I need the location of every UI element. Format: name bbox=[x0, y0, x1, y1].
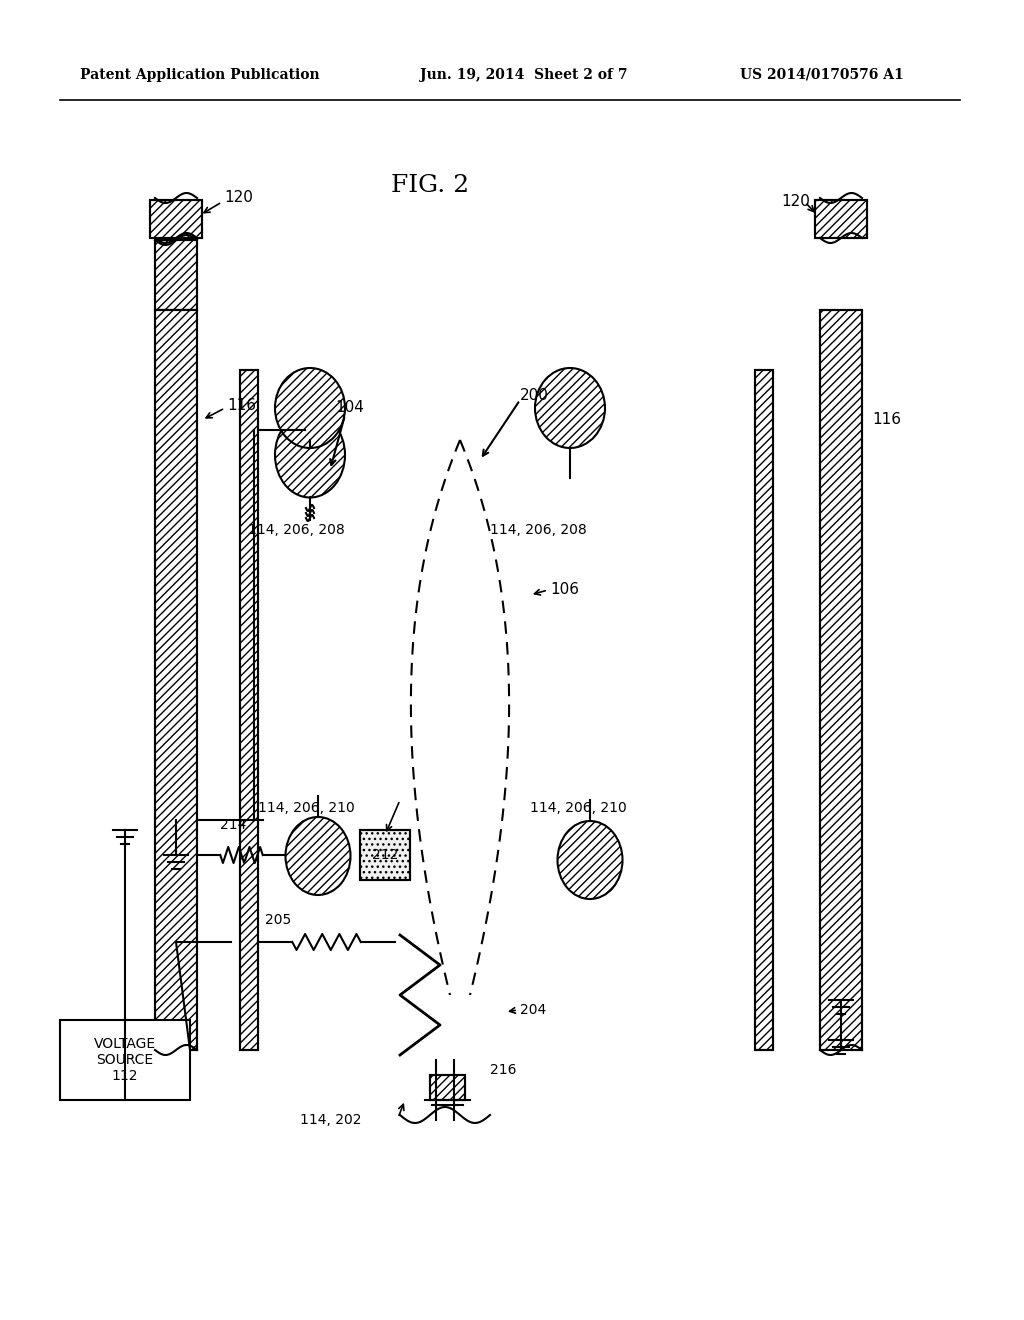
Text: 204: 204 bbox=[520, 1003, 546, 1016]
Bar bbox=[430, 1074, 465, 1100]
Text: US 2014/0170576 A1: US 2014/0170576 A1 bbox=[740, 69, 904, 82]
Bar bbox=[60, 1020, 190, 1100]
Ellipse shape bbox=[286, 817, 350, 895]
Text: 205: 205 bbox=[265, 913, 291, 927]
Bar bbox=[240, 370, 258, 1049]
Ellipse shape bbox=[275, 368, 345, 447]
Bar bbox=[755, 370, 773, 1049]
Text: VOLTAGE
SOURCE
112: VOLTAGE SOURCE 112 bbox=[94, 1036, 156, 1084]
Text: 114, 206, 208: 114, 206, 208 bbox=[490, 523, 587, 537]
Text: 104: 104 bbox=[335, 400, 364, 416]
Text: 120: 120 bbox=[224, 190, 253, 206]
Text: 212: 212 bbox=[372, 847, 398, 862]
Text: FIG. 2: FIG. 2 bbox=[391, 173, 469, 197]
Bar bbox=[155, 310, 197, 1049]
Text: 120: 120 bbox=[781, 194, 810, 210]
Ellipse shape bbox=[275, 412, 345, 498]
Text: 114, 206, 208: 114, 206, 208 bbox=[248, 523, 345, 537]
Ellipse shape bbox=[557, 821, 623, 899]
Text: 216: 216 bbox=[490, 1063, 516, 1077]
Text: Patent Application Publication: Patent Application Publication bbox=[80, 69, 319, 82]
Bar bbox=[240, 370, 258, 1049]
Bar bbox=[755, 370, 773, 1049]
Text: 106: 106 bbox=[550, 582, 579, 598]
Bar bbox=[150, 201, 202, 238]
Text: 200: 200 bbox=[520, 388, 549, 403]
Bar bbox=[815, 201, 867, 238]
Bar bbox=[820, 310, 862, 1049]
Bar bbox=[155, 310, 197, 1049]
Bar bbox=[430, 1074, 465, 1100]
Bar bbox=[360, 830, 410, 880]
Text: 116: 116 bbox=[227, 397, 256, 412]
Text: 214: 214 bbox=[220, 818, 247, 832]
Text: 114, 202: 114, 202 bbox=[300, 1113, 361, 1127]
Bar bbox=[155, 240, 197, 310]
FancyBboxPatch shape bbox=[360, 830, 410, 880]
Ellipse shape bbox=[535, 368, 605, 447]
Text: 114, 206, 210: 114, 206, 210 bbox=[530, 801, 627, 814]
Bar bbox=[150, 201, 202, 238]
Text: 114, 206, 210: 114, 206, 210 bbox=[258, 801, 354, 814]
Bar bbox=[815, 201, 867, 238]
Bar bbox=[155, 240, 197, 310]
Bar bbox=[820, 310, 862, 1049]
Text: 116: 116 bbox=[872, 412, 901, 428]
Text: Jun. 19, 2014  Sheet 2 of 7: Jun. 19, 2014 Sheet 2 of 7 bbox=[420, 69, 628, 82]
